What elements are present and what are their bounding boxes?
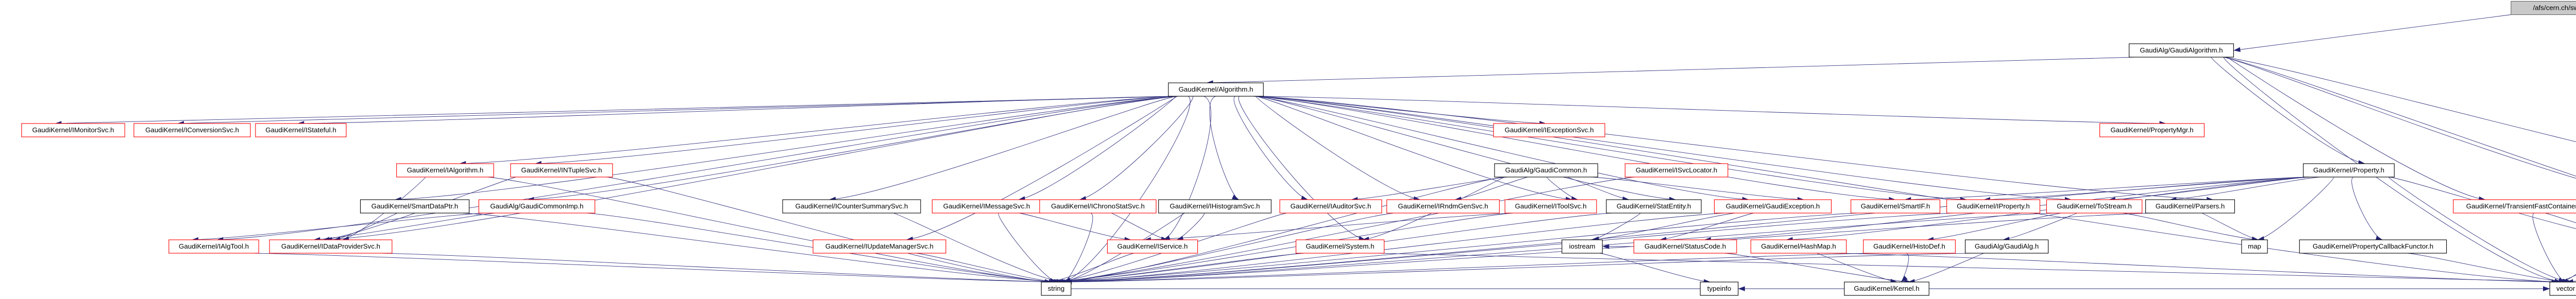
svg-text:GaudiKernel/IConversionSvc.h: GaudiKernel/IConversionSvc.h: [145, 126, 239, 134]
svg-text:GaudiKernel/SmartIF.h: GaudiKernel/SmartIF.h: [1861, 202, 1930, 210]
svg-text:GaudiKernel/Algorithm.h: GaudiKernel/Algorithm.h: [1179, 85, 1253, 93]
svg-text:GaudiKernel/IStateful.h: GaudiKernel/IStateful.h: [265, 126, 336, 134]
svg-text:GaudiKernel/IDataProviderSvc.h: GaudiKernel/IDataProviderSvc.h: [281, 242, 380, 250]
svg-text:GaudiKernel/IRndmGenSvc.h: GaudiKernel/IRndmGenSvc.h: [1398, 202, 1488, 210]
svg-text:GaudiKernel/IMonitorSvc.h: GaudiKernel/IMonitorSvc.h: [32, 126, 114, 134]
svg-text:GaudiKernel/Property.h: GaudiKernel/Property.h: [2313, 166, 2384, 174]
svg-text:GaudiKernel/IChronoStatSvc.h: GaudiKernel/IChronoStatSvc.h: [1051, 202, 1145, 210]
svg-text:GaudiAlg/GaudiAlg.h: GaudiAlg/GaudiAlg.h: [1975, 242, 2039, 250]
svg-text:GaudiKernel/IAuditorSvc.h: GaudiKernel/IAuditorSvc.h: [1291, 202, 1371, 210]
svg-text:map: map: [2248, 242, 2261, 250]
svg-text:GaudiKernel/HashMap.h: GaudiKernel/HashMap.h: [1761, 242, 1836, 250]
svg-text:GaudiAlg/GaudiAlgorithm.h: GaudiAlg/GaudiAlgorithm.h: [2140, 46, 2223, 54]
svg-text:GaudiKernel/IToolSvc.h: GaudiKernel/IToolSvc.h: [1515, 202, 1587, 210]
svg-text:GaudiKernel/IAlgTool.h: GaudiKernel/IAlgTool.h: [179, 242, 249, 250]
svg-text:GaudiKernel/IMessageSvc.h: GaudiKernel/IMessageSvc.h: [943, 202, 1030, 210]
svg-text:GaudiKernel/IUpdateManagerSvc.: GaudiKernel/IUpdateManagerSvc.h: [825, 242, 934, 250]
svg-text:GaudiKernel/ISvcLocator.h: GaudiKernel/ISvcLocator.h: [1636, 166, 1717, 174]
svg-text:vector: vector: [2556, 285, 2575, 292]
svg-text:GaudiKernel/SmartDataPtr.h: GaudiKernel/SmartDataPtr.h: [371, 202, 459, 210]
svg-text:iostream: iostream: [1569, 242, 1596, 250]
svg-text:GaudiKernel/IService.h: GaudiKernel/IService.h: [1117, 242, 1188, 250]
svg-text:GaudiKernel/IProperty.h: GaudiKernel/IProperty.h: [1957, 202, 2030, 210]
svg-text:GaudiKernel/Parsers.h: GaudiKernel/Parsers.h: [2156, 202, 2225, 210]
svg-text:/afs/cern.ch/sw/Gaudi/releases: /afs/cern.ch/sw/Gaudi/releases/GAUDI/GAU…: [2533, 4, 2576, 12]
svg-text:GaudiKernel/StatusCode.h: GaudiKernel/StatusCode.h: [1645, 242, 1726, 250]
svg-text:GaudiKernel/IHistogramSvc.h: GaudiKernel/IHistogramSvc.h: [1170, 202, 1260, 210]
svg-text:GaudiAlg/GaudiCommonImp.h: GaudiAlg/GaudiCommonImp.h: [490, 202, 583, 210]
svg-text:string: string: [1048, 285, 1065, 292]
svg-text:GaudiKernel/Kernel.h: GaudiKernel/Kernel.h: [1854, 285, 1919, 292]
svg-text:GaudiKernel/ToStream.h: GaudiKernel/ToStream.h: [2057, 202, 2132, 210]
svg-text:GaudiKernel/IExceptionSvc.h: GaudiKernel/IExceptionSvc.h: [1505, 126, 1594, 134]
svg-text:GaudiKernel/TransientFastConta: GaudiKernel/TransientFastContainer.h: [2466, 202, 2576, 210]
svg-text:GaudiAlg/GaudiCommon.h: GaudiAlg/GaudiCommon.h: [1505, 166, 1587, 174]
svg-text:GaudiKernel/System.h: GaudiKernel/System.h: [1306, 242, 1374, 250]
svg-text:GaudiKernel/IAlgorithm.h: GaudiKernel/IAlgorithm.h: [407, 166, 484, 174]
svg-text:GaudiKernel/PropertyMgr.h: GaudiKernel/PropertyMgr.h: [2110, 126, 2193, 134]
svg-text:GaudiKernel/PropertyCallbackFu: GaudiKernel/PropertyCallbackFunctor.h: [2313, 242, 2433, 250]
svg-text:GaudiKernel/StatEntity.h: GaudiKernel/StatEntity.h: [1617, 202, 1691, 210]
svg-text:GaudiKernel/ICounterSummarySvc: GaudiKernel/ICounterSummarySvc.h: [795, 202, 908, 210]
svg-text:GaudiKernel/HistoDef.h: GaudiKernel/HistoDef.h: [1873, 242, 1945, 250]
svg-text:GaudiKernel/GaudiException.h: GaudiKernel/GaudiException.h: [1726, 202, 1820, 210]
svg-text:typeinfo: typeinfo: [1707, 285, 1732, 292]
svg-text:GaudiKernel/INTupleSvc.h: GaudiKernel/INTupleSvc.h: [521, 166, 602, 174]
